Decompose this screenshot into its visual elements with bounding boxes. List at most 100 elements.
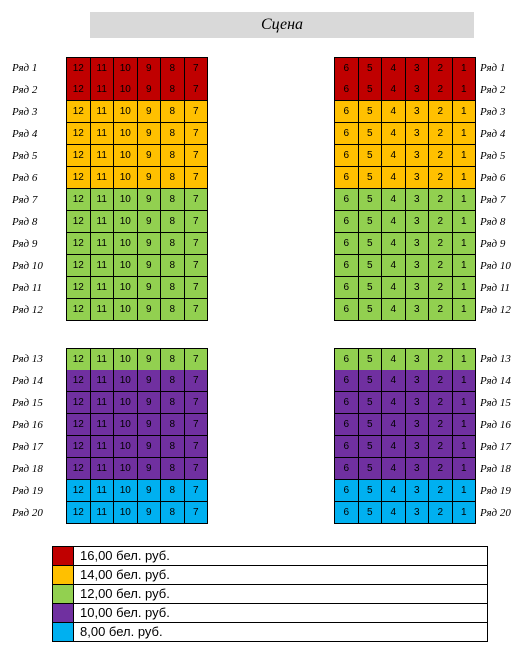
seat[interactable]: 1 [452,79,476,101]
seat[interactable]: 7 [184,414,208,436]
seat[interactable]: 2 [429,414,453,436]
seat[interactable]: 4 [382,145,406,167]
seat[interactable]: 9 [137,502,161,524]
seat[interactable]: 7 [184,145,208,167]
seat[interactable]: 3 [405,189,429,211]
seat[interactable]: 12 [67,189,91,211]
seat[interactable]: 5 [358,502,382,524]
seat[interactable]: 3 [405,101,429,123]
seat[interactable]: 9 [137,277,161,299]
seat[interactable]: 8 [161,370,185,392]
seat[interactable]: 9 [137,255,161,277]
seat[interactable]: 1 [452,57,476,80]
seat[interactable]: 1 [452,480,476,502]
seat[interactable]: 10 [114,348,138,371]
seat[interactable]: 5 [358,392,382,414]
seat[interactable]: 7 [184,348,208,371]
seat[interactable]: 10 [114,101,138,123]
seat[interactable]: 8 [161,277,185,299]
seat[interactable]: 7 [184,57,208,80]
seat[interactable]: 10 [114,79,138,101]
seat[interactable]: 10 [114,255,138,277]
seat[interactable]: 3 [405,480,429,502]
seat[interactable]: 5 [358,123,382,145]
seat[interactable]: 3 [405,277,429,299]
seat[interactable]: 5 [358,189,382,211]
seat[interactable]: 4 [382,233,406,255]
seat[interactable]: 1 [452,167,476,189]
seat[interactable]: 10 [114,189,138,211]
seat[interactable]: 6 [335,414,359,436]
seat[interactable]: 12 [67,299,91,321]
seat[interactable]: 11 [90,211,114,233]
seat[interactable]: 5 [358,458,382,480]
seat[interactable]: 12 [67,79,91,101]
seat[interactable]: 6 [335,277,359,299]
seat[interactable]: 7 [184,211,208,233]
seat[interactable]: 4 [382,299,406,321]
seat[interactable]: 10 [114,211,138,233]
seat[interactable]: 5 [358,79,382,101]
seat[interactable]: 9 [137,436,161,458]
seat[interactable]: 8 [161,436,185,458]
seat[interactable]: 8 [161,145,185,167]
seat[interactable]: 8 [161,233,185,255]
seat[interactable]: 11 [90,233,114,255]
seat[interactable]: 1 [452,145,476,167]
seat[interactable]: 5 [358,436,382,458]
seat[interactable]: 8 [161,414,185,436]
seat[interactable]: 3 [405,299,429,321]
seat[interactable]: 10 [114,277,138,299]
seat[interactable]: 8 [161,101,185,123]
seat[interactable]: 10 [114,370,138,392]
seat[interactable]: 2 [429,123,453,145]
seat[interactable]: 4 [382,277,406,299]
seat[interactable]: 2 [429,480,453,502]
seat[interactable]: 2 [429,57,453,80]
seat[interactable]: 1 [452,370,476,392]
seat[interactable]: 9 [137,57,161,80]
seat[interactable]: 2 [429,502,453,524]
seat[interactable]: 2 [429,299,453,321]
seat[interactable]: 12 [67,57,91,80]
seat[interactable]: 11 [90,414,114,436]
seat[interactable]: 11 [90,480,114,502]
seat[interactable]: 7 [184,101,208,123]
seat[interactable]: 5 [358,57,382,80]
seat[interactable]: 12 [67,348,91,371]
seat[interactable]: 11 [90,123,114,145]
seat[interactable]: 6 [335,502,359,524]
seat[interactable]: 12 [67,233,91,255]
seat[interactable]: 4 [382,436,406,458]
seat[interactable]: 9 [137,79,161,101]
seat[interactable]: 1 [452,189,476,211]
seat[interactable]: 7 [184,255,208,277]
seat[interactable]: 4 [382,480,406,502]
seat[interactable]: 4 [382,392,406,414]
seat[interactable]: 12 [67,123,91,145]
seat[interactable]: 8 [161,480,185,502]
seat[interactable]: 7 [184,480,208,502]
seat[interactable]: 3 [405,370,429,392]
seat[interactable]: 1 [452,101,476,123]
seat[interactable]: 6 [335,123,359,145]
seat[interactable]: 3 [405,233,429,255]
seat[interactable]: 1 [452,414,476,436]
seat[interactable]: 8 [161,79,185,101]
seat[interactable]: 3 [405,458,429,480]
seat[interactable]: 2 [429,370,453,392]
seat[interactable]: 7 [184,370,208,392]
seat[interactable]: 1 [452,299,476,321]
seat[interactable]: 9 [137,145,161,167]
seat[interactable]: 3 [405,436,429,458]
seat[interactable]: 12 [67,145,91,167]
seat[interactable]: 4 [382,167,406,189]
seat[interactable]: 1 [452,458,476,480]
seat[interactable]: 5 [358,480,382,502]
seat[interactable]: 5 [358,101,382,123]
seat[interactable]: 1 [452,255,476,277]
seat[interactable]: 6 [335,480,359,502]
seat[interactable]: 3 [405,392,429,414]
seat[interactable]: 6 [335,233,359,255]
seat[interactable]: 5 [358,167,382,189]
